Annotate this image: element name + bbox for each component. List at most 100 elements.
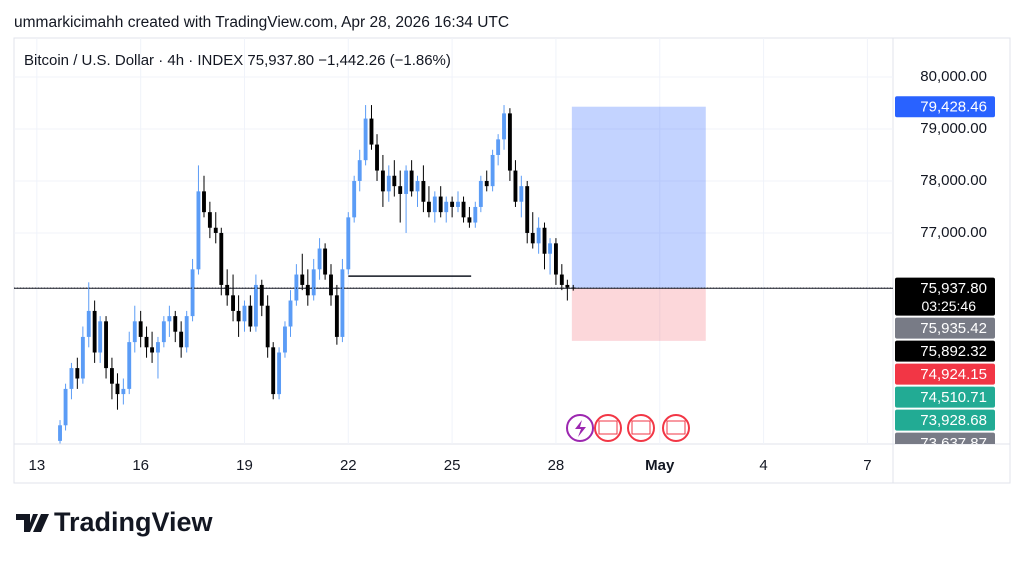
stop-zone [571,288,706,341]
candle-body [536,227,541,244]
candle-body [202,191,206,213]
candle-body [473,206,478,223]
price-tag-label: 74,924.15 [920,366,987,383]
y-tick-label: 79,000.00 [920,120,987,137]
price-tag-label: 73,637.87 [920,435,987,452]
legend: Bitcoin / U.S. Dollar · 4h · INDEX 75,93… [24,52,451,69]
price-tag [895,409,995,431]
candle-body [525,186,530,233]
candle-body [219,232,224,285]
price-tag-label: 75,892.32 [920,343,987,360]
price-tag [895,277,995,316]
candle-body [438,196,443,213]
candle-body [363,118,368,161]
x-tick-label: May [645,457,675,474]
candle-body [80,336,85,379]
candle-body [426,201,431,213]
candle-body [231,295,235,311]
candle-body [369,118,374,145]
candle-body [357,160,362,181]
x-tick-label: 7 [863,457,871,474]
candle-body [415,180,420,192]
flag [631,420,651,435]
candle-body [432,196,437,213]
candle-body [253,284,258,327]
candle-body [300,274,305,285]
flag [666,420,686,435]
candle-body [179,331,184,348]
header: ummarkicimahh created with TradingView.c… [14,14,509,31]
event-icons [566,414,690,442]
price-tag [895,340,995,362]
candle-body [248,305,253,327]
candle-body [311,269,316,296]
event-glyph [575,420,586,437]
candle-body [213,227,218,233]
candle-body [444,201,449,213]
candle-body [386,175,391,192]
candle-body [86,310,91,337]
candle-body [490,154,495,187]
candle-body [323,248,328,275]
candle-body [109,368,114,384]
price-tag [895,96,995,118]
candle-body [484,180,489,187]
candle-body [461,201,466,218]
candle-body [277,352,282,395]
candle-body [265,305,270,348]
candle-body [144,336,149,348]
flag [598,420,618,435]
logo-text: TradingView [54,507,214,537]
candle-body [329,274,333,296]
candle-body [507,113,512,171]
price-tag-label: 79,428.46 [920,99,987,116]
candle-body [571,287,576,289]
candle-body [98,321,103,353]
candle-body [225,284,230,296]
y-tick-label: 78,000.00 [920,172,987,189]
candle-body [409,170,414,192]
candle-body [530,232,535,244]
candle-body [236,310,241,322]
y-tick-label: 80,000.00 [920,68,987,85]
price-tag [895,386,995,408]
price-tag [895,432,995,444]
candle-body [196,191,201,270]
candle-body [305,284,310,296]
candle-body [519,186,524,202]
candle-body [340,269,345,337]
price-tag-label: 73,928.68 [920,412,987,429]
price-tag-label: 75,937.80 [920,280,987,297]
candle-body [352,180,357,218]
x-tick-label: 4 [759,457,767,474]
candle-body [121,388,126,395]
candle-body [317,248,322,270]
candle-body [421,180,426,202]
x-tick-label: 25 [444,457,461,474]
candle-body [375,144,379,171]
price-tag-label: 75,935.42 [920,320,987,337]
x-tick-label: 13 [28,457,45,474]
candle-body [190,269,195,317]
candle-body [553,243,558,275]
candle-body [513,170,518,202]
candle-body [288,300,293,327]
candle-body [346,217,351,270]
countdown: 03:25:46 [922,298,977,314]
candle-body [294,274,299,301]
y-tick-label: 77,000.00 [920,224,987,241]
candle-body [565,284,570,288]
candle-body [502,113,506,140]
candle-body [69,368,74,389]
candle-body [156,342,160,353]
candle-body [398,186,403,194]
candle-body [207,212,212,228]
candle-body [559,274,564,285]
candle-body [138,321,143,337]
candle-body [115,383,120,395]
candle-body [161,321,166,343]
price-tag [895,317,995,339]
price-tag [895,363,995,385]
candle-body [496,139,501,155]
